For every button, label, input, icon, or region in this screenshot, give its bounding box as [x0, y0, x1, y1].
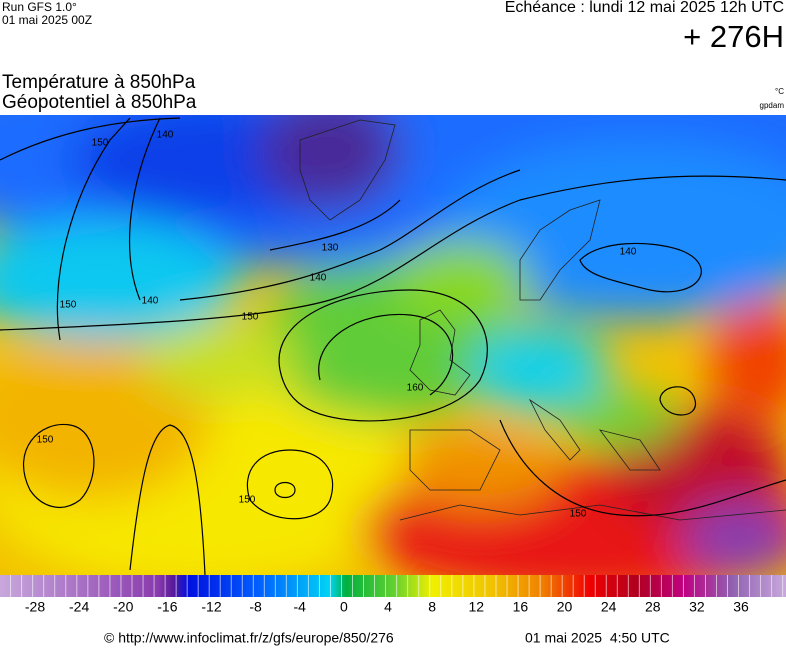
colorbar-tick-label: 0	[340, 599, 348, 615]
run-date: 01 mai 2025 00Z	[2, 13, 92, 27]
run-label: Run GFS 1.0°	[2, 0, 77, 14]
contour-labels: 150 140 150 140 150 140 130 160 150 150 150 140	[37, 130, 637, 520]
unit-geopotential: gpdam	[760, 101, 785, 110]
contour-label: 140	[310, 273, 327, 284]
colorbar-tick-label: 16	[513, 599, 529, 615]
contour-label: 150	[60, 300, 77, 311]
generated-time: 01 mai 2025 4:50 UTC	[525, 630, 670, 646]
contour-label: 150	[239, 495, 256, 506]
title-temperature: Température à 850hPa	[2, 72, 196, 93]
colorbar-tick-label: 20	[557, 599, 573, 615]
colorbar-tick-label: 8	[428, 599, 436, 615]
colorbar-ticks: -28 -24 -20 -16 -12 -8 -4 0 4 8 12 16 20 24 28 32 36	[25, 599, 749, 615]
colorbar-tick-label: 12	[468, 599, 484, 615]
colorbar-tick-label: 4	[384, 599, 392, 615]
colorbar-tick-label: 24	[601, 599, 617, 615]
colorbar-tick-label: 32	[689, 599, 705, 615]
contour-label: 140	[620, 247, 637, 258]
title-geopotential: Géopotentiel à 850hPa	[2, 92, 197, 113]
contour-label: 150	[37, 435, 54, 446]
contour-label: 140	[157, 130, 174, 141]
contour-label: 150	[570, 509, 587, 520]
colorbar-tick-label: -16	[157, 599, 177, 615]
colorbar-tick-label: -4	[294, 599, 307, 615]
temperature-field	[0, 115, 786, 575]
contour-label: 150	[92, 138, 109, 149]
source-link: © http://www.infoclimat.fr/z/gfs/europe/…	[104, 630, 394, 646]
contour-label: 140	[142, 296, 159, 307]
contour-label: 130	[322, 243, 339, 254]
unit-temperature: °C	[775, 87, 784, 96]
colorbar-tick-label: -20	[113, 599, 133, 615]
forecast-time: Echéance : lundi 12 mai 2025 12h UTC	[505, 0, 784, 16]
colorbar-tick-label: 36	[733, 599, 749, 615]
colorbar-tick-label: -8	[249, 599, 262, 615]
colorbar-tick-label: -12	[201, 599, 221, 615]
colorbar-tick-label: -28	[25, 599, 45, 615]
colorbar-segments	[0, 575, 786, 597]
colorbar-tick-label: -24	[69, 599, 89, 615]
contour-label: 160	[407, 383, 424, 394]
colorbar-tick-label: 28	[645, 599, 661, 615]
lead-time: + 276H	[683, 19, 784, 54]
contour-label: 150	[242, 312, 259, 323]
